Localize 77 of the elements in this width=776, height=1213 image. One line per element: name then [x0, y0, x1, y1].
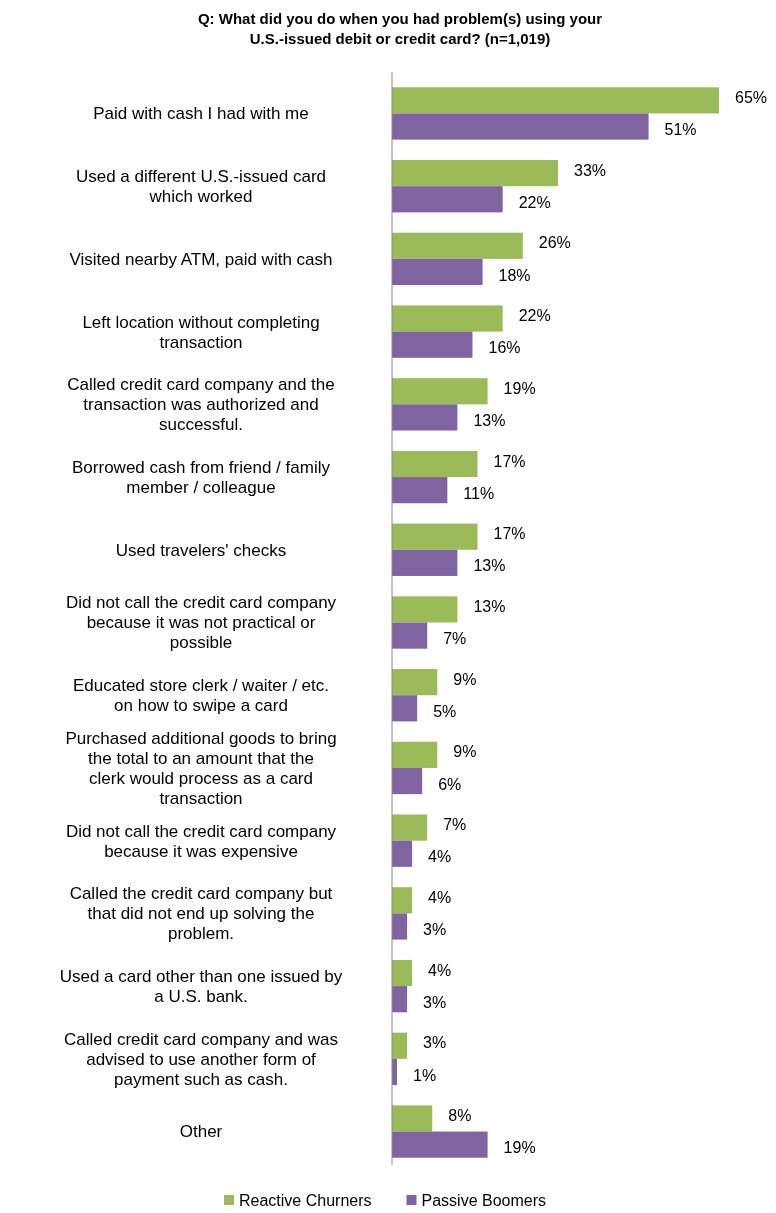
y-tick-label: Did not call the credit card company because it was expensive [65, 821, 337, 861]
bar [392, 331, 473, 358]
legend-label: Reactive Churners [239, 1191, 372, 1209]
y-tick-label: Borrowed cash from friend / family member / colleague [72, 458, 331, 498]
y-tick-label: Used travelers' checks [115, 540, 287, 560]
data-label: 3% [423, 921, 447, 939]
bar [392, 767, 423, 795]
data-label: 18% [498, 266, 531, 284]
bar [392, 305, 503, 332]
bar [392, 814, 428, 841]
bar [392, 159, 559, 187]
y-tick-label: Purchased additional goods to bring the total to an amount that the clerk would process as a card transaction [65, 728, 337, 808]
data-label: 7% [443, 630, 467, 648]
bar [392, 87, 719, 114]
bar [392, 1032, 408, 1059]
bar [392, 695, 418, 722]
bar [392, 258, 483, 286]
data-label: 4% [428, 848, 452, 866]
data-label: 3% [423, 1034, 447, 1052]
bar [392, 1131, 488, 1158]
y-tick-label: Called credit card company and the transaction was authorized and successful. [67, 375, 335, 435]
data-label: 16% [488, 339, 521, 357]
bar [392, 113, 649, 140]
data-label: 26% [538, 234, 571, 252]
data-label: 19% [503, 1139, 536, 1157]
y-tick-label: Visited nearby ATM, paid with cash [69, 249, 333, 269]
data-label: 65% [735, 88, 768, 106]
data-label: 1% [413, 1066, 437, 1084]
bar [392, 741, 438, 768]
bar [392, 887, 413, 914]
y-tick-label: Called credit card company and was advised to use another form of payment such as cash. [63, 1029, 339, 1089]
bar [392, 477, 448, 504]
bar [392, 913, 408, 940]
data-label: 5% [433, 702, 457, 720]
bar [392, 986, 408, 1013]
data-label: 13% [473, 557, 506, 575]
data-label: 22% [518, 307, 551, 325]
data-label: 11% [463, 484, 495, 502]
bar [392, 450, 478, 478]
bar [392, 596, 458, 623]
y-tick-label: Used a card other than one issued by a U.S. bank. [59, 967, 343, 1007]
data-label: 6% [438, 775, 462, 793]
bar [392, 232, 523, 259]
bar [392, 669, 438, 696]
bar [392, 959, 413, 987]
data-label: 4% [428, 961, 452, 979]
data-label: 4% [428, 888, 452, 906]
bar [392, 549, 458, 576]
bar [392, 622, 428, 649]
bar [392, 378, 488, 405]
y-tick-label: Did not call the credit card company because it was not practical or possible [65, 593, 337, 653]
data-label: 13% [473, 598, 506, 616]
y-tick-label: Paid with cash I had with me [93, 104, 309, 124]
data-label: 9% [453, 670, 477, 688]
bar [392, 840, 413, 867]
y-tick-label: Used a different U.S.-issued card which worked [75, 167, 327, 207]
data-label: 7% [443, 816, 467, 834]
y-tick-label: Left location without completing transaction [82, 312, 320, 352]
bar [392, 186, 503, 213]
data-label: 33% [574, 161, 607, 179]
data-label: 17% [493, 452, 526, 470]
legend-label: Passive Boomers [421, 1191, 546, 1209]
y-tick-label: Educated store clerk / waiter / etc. on how to swipe a card [72, 676, 330, 716]
data-label: 22% [518, 193, 551, 211]
data-label: 3% [423, 993, 447, 1011]
data-label: 51% [664, 121, 697, 139]
y-tick-label: Other [179, 1122, 223, 1142]
data-label: 19% [503, 379, 536, 397]
data-label: 9% [453, 743, 477, 761]
chart-title: Q: What did you do when you had problem(s) using your U.S.-issued debit or credit card? (n=1,019) [197, 10, 603, 47]
data-label: 17% [493, 525, 526, 543]
bar [392, 1105, 433, 1132]
data-label: 13% [473, 412, 506, 430]
bar [392, 523, 478, 550]
data-label: 8% [448, 1107, 472, 1125]
bar [392, 404, 458, 431]
y-tick-label: Called the credit card company but that did not end up solving the problem. [69, 884, 333, 944]
